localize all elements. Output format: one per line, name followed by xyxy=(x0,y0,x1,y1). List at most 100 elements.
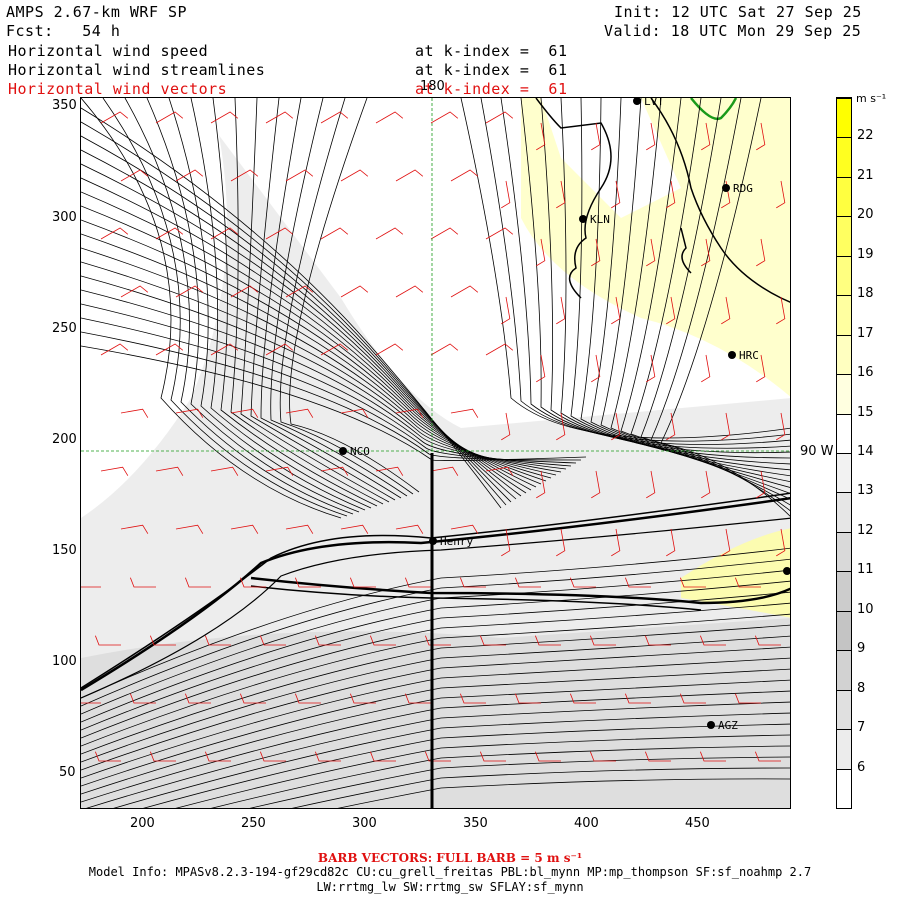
wind-barb xyxy=(430,227,459,240)
y-tick-label: 50 xyxy=(59,765,76,780)
wind-barb xyxy=(370,751,396,762)
wind-barb xyxy=(285,408,314,418)
wind-barb xyxy=(155,227,184,240)
streamline xyxy=(500,98,790,445)
wind-barb xyxy=(450,408,479,418)
streamline xyxy=(175,734,790,808)
wind-barb xyxy=(150,635,176,646)
wind-barb xyxy=(646,354,656,383)
wind-barb xyxy=(460,693,486,704)
streamline xyxy=(81,492,790,689)
wind-barb xyxy=(755,635,781,646)
wind-barb xyxy=(666,296,676,325)
plot-title: AMPS 2.67-km WRF SP xyxy=(6,3,188,21)
wind-barb xyxy=(735,577,761,588)
wind-barb xyxy=(210,466,239,476)
wind-barb xyxy=(680,693,706,704)
streamline xyxy=(81,602,790,739)
wind-barb xyxy=(285,285,314,298)
station-dot xyxy=(707,721,715,729)
wind-barb xyxy=(265,466,294,476)
colorbar-tick-label: 10 xyxy=(857,601,874,617)
parallel-label: 90 W xyxy=(800,444,834,459)
streamline xyxy=(81,547,790,699)
wind-barb xyxy=(666,412,676,441)
streamline xyxy=(81,331,582,461)
speed-shading-white xyxy=(81,98,227,518)
wind-barb xyxy=(570,577,596,588)
streamline xyxy=(460,98,790,439)
colorbar-tick-label: 12 xyxy=(857,522,874,538)
station-label: LVT xyxy=(644,98,664,108)
wind-barb xyxy=(485,111,514,124)
wind-barb xyxy=(240,693,266,704)
field-1-name: Horizontal wind speed xyxy=(8,42,209,60)
barb-note: BARB VECTORS: FULL BARB = 5 m s⁻¹ xyxy=(317,851,583,865)
wind-barb xyxy=(230,408,259,418)
wind-barb xyxy=(556,528,566,557)
speed-shading-yellow-2 xyxy=(681,528,790,618)
wind-barb xyxy=(155,343,184,356)
wind-barb xyxy=(721,528,731,557)
wind-barb xyxy=(320,227,349,240)
wind-barb xyxy=(556,296,566,325)
colorbar-tick-label: 8 xyxy=(857,680,866,696)
wind-barb xyxy=(611,412,621,441)
colorbar-cell xyxy=(837,689,851,730)
wind-barb xyxy=(315,635,341,646)
colorbar-cell xyxy=(837,334,851,375)
streamline xyxy=(270,98,408,497)
wind-barb xyxy=(370,635,396,646)
y-tick-label: 350 xyxy=(52,98,77,113)
wind-barb xyxy=(425,635,451,646)
field-3-name: Horizontal wind vectors xyxy=(8,80,228,98)
wind-barb xyxy=(100,111,129,124)
wind-barb xyxy=(515,693,541,704)
wind-barb xyxy=(701,122,711,151)
colorbar-tick-label: 7 xyxy=(857,720,866,736)
meridian-label: 180 xyxy=(420,79,445,94)
wind-barb xyxy=(535,635,561,646)
station-label: KLN xyxy=(590,213,610,226)
x-tick-label: 400 xyxy=(574,816,599,831)
wind-barb xyxy=(701,238,711,267)
colorbar-cell xyxy=(837,216,851,256)
wind-barb xyxy=(430,111,459,124)
wind-barb xyxy=(570,693,596,704)
colorbar-tick-label: 22 xyxy=(857,128,874,144)
streamline xyxy=(337,778,790,808)
y-tick-label: 100 xyxy=(52,654,77,669)
wind-barb xyxy=(591,470,601,499)
wind-barb xyxy=(556,180,566,209)
colorbar-units: m s⁻¹ xyxy=(856,92,887,105)
colorbar-cell xyxy=(837,413,851,453)
streamline xyxy=(240,98,390,503)
wind-barb xyxy=(175,524,204,534)
streamline xyxy=(250,585,702,611)
wind-barb xyxy=(460,577,486,588)
streamline xyxy=(102,98,348,517)
wind-barb xyxy=(536,470,546,499)
wind-barb xyxy=(536,122,546,151)
colorbar-cell xyxy=(837,492,851,532)
streamline xyxy=(640,98,790,506)
wind-barb xyxy=(320,111,349,124)
wind-barb xyxy=(260,635,286,646)
colorbar-tick-label: 16 xyxy=(857,365,874,381)
station-dot xyxy=(633,98,641,105)
wind-barb xyxy=(485,227,514,240)
wind-barb xyxy=(265,343,294,356)
streamline xyxy=(81,98,342,519)
wind-barb xyxy=(405,693,431,704)
wind-barb xyxy=(611,180,621,209)
wind-barb xyxy=(485,466,514,476)
wind-barb xyxy=(591,238,601,267)
colorbar-cell xyxy=(837,610,851,651)
y-tick-label: 250 xyxy=(52,321,77,336)
wind-barb xyxy=(501,528,511,557)
wind-barb xyxy=(591,122,601,151)
wind-barb xyxy=(556,412,566,441)
wind-barb xyxy=(735,693,761,704)
station-dot xyxy=(339,447,347,455)
wind-barb xyxy=(295,577,321,588)
